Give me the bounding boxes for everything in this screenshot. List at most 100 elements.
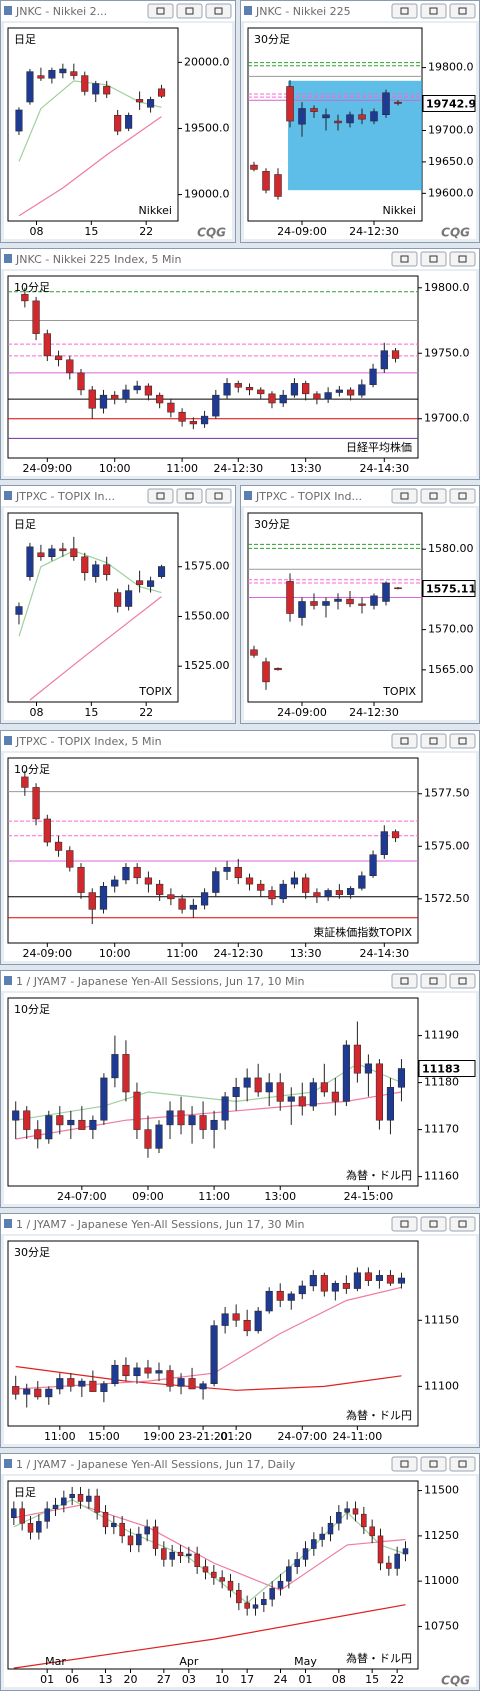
price-tag-label: 11183 — [422, 1063, 460, 1076]
minimize-glyph — [400, 255, 409, 263]
close-button[interactable] — [205, 3, 232, 19]
maximize-button[interactable] — [420, 973, 447, 989]
candle-body — [286, 581, 294, 614]
close-button[interactable] — [449, 251, 476, 267]
candle-body — [223, 867, 231, 872]
y-tick-label: 1565.00 — [428, 663, 474, 676]
candle-body — [199, 1383, 207, 1390]
candle-body — [257, 389, 265, 395]
y-tick-label: 11190 — [424, 1029, 459, 1042]
candle-body — [346, 598, 354, 605]
close-button[interactable] — [449, 973, 476, 989]
candle-body — [369, 1526, 375, 1537]
title-bar — [1, 1214, 479, 1234]
close-glyph — [458, 492, 467, 500]
y-tick-label: 1575.00 — [424, 839, 470, 852]
window-title: JNKC - Nikkei 225 — [255, 5, 351, 18]
candle-body — [298, 1285, 306, 1295]
candle-body — [210, 1119, 218, 1130]
close-glyph — [458, 737, 467, 745]
candle-body — [352, 1508, 359, 1515]
candle-body — [380, 350, 388, 370]
watermark: 為替・ドル円 — [346, 1651, 412, 1665]
minimize-glyph — [400, 1220, 409, 1228]
candle-body — [221, 1313, 229, 1326]
candle-body — [23, 1388, 31, 1395]
close-button[interactable] — [449, 1216, 476, 1232]
candle-body — [210, 1325, 218, 1384]
candle-body — [36, 1521, 42, 1533]
candle-body — [243, 1077, 251, 1088]
close-button[interactable] — [205, 488, 232, 504]
close-button[interactable] — [449, 1456, 476, 1472]
maximize-button[interactable] — [420, 488, 447, 504]
plot-area — [7, 997, 419, 1187]
candle-body — [111, 1364, 119, 1384]
minimize-button[interactable] — [391, 3, 418, 19]
maximize-button[interactable] — [420, 3, 447, 19]
minimize-button[interactable] — [391, 251, 418, 267]
close-glyph — [214, 7, 223, 15]
maximize-button[interactable] — [420, 1216, 447, 1232]
close-button[interactable] — [449, 488, 476, 504]
candle-body — [358, 603, 366, 606]
window-icon — [4, 976, 12, 985]
maximize-button[interactable] — [176, 488, 203, 504]
x-tick-label: 03 — [182, 1673, 196, 1686]
candle-body — [313, 393, 321, 400]
maximize-button[interactable] — [420, 733, 447, 749]
candle-body — [77, 372, 85, 391]
candle-body — [89, 1380, 97, 1392]
chart-label: 10分足 — [14, 1003, 50, 1016]
x-tick-label: 08 — [332, 1673, 346, 1686]
plot-area — [7, 275, 419, 459]
maximize-button[interactable] — [420, 1456, 447, 1472]
candle-body — [155, 1124, 163, 1149]
minimize-button[interactable] — [147, 3, 174, 19]
close-glyph — [458, 977, 467, 985]
candle-body — [310, 108, 318, 112]
candle-body — [111, 1054, 119, 1079]
shaded-range — [288, 80, 422, 191]
x-tick-label: 23-21:20 — [178, 1430, 228, 1443]
close-button[interactable] — [449, 3, 476, 19]
minimize-button[interactable] — [391, 1216, 418, 1232]
candle-body — [364, 1063, 372, 1074]
maximize-button[interactable] — [176, 3, 203, 19]
minimize-button[interactable] — [391, 973, 418, 989]
x-tick-label: 11:00 — [166, 462, 198, 475]
y-tick-label: 11250 — [424, 1529, 459, 1542]
candle-body — [334, 598, 342, 602]
candle-body — [161, 1548, 167, 1560]
candle-body — [286, 1566, 292, 1582]
y-tick-label: 1525.00 — [184, 659, 230, 672]
x-tick-label: 24 — [274, 1673, 288, 1686]
candle-body — [77, 1493, 84, 1502]
candle-body — [279, 394, 287, 404]
close-button[interactable] — [449, 733, 476, 749]
chart-label: 日足 — [14, 1486, 36, 1499]
candle-body — [309, 1275, 317, 1287]
candle-body — [261, 1599, 267, 1605]
window-icon — [4, 1219, 12, 1228]
candle-body — [370, 111, 378, 122]
candle-body — [361, 1513, 367, 1528]
candle-body — [391, 831, 400, 839]
minimize-button[interactable] — [147, 488, 174, 504]
candle-body — [186, 1553, 192, 1557]
candle-body — [346, 888, 355, 895]
x-tick-label: 06 — [65, 1673, 79, 1686]
x-tick-label: 15 — [365, 1673, 379, 1686]
minimize-button[interactable] — [391, 1456, 418, 1472]
minimize-button[interactable] — [391, 733, 418, 749]
candle-body — [66, 850, 74, 868]
candle-body — [37, 552, 45, 558]
window-title: 1 / JYAM7 - Japanese Yen-All Sessions, J… — [16, 1458, 296, 1471]
watermark: Nikkei — [139, 204, 172, 217]
maximize-button[interactable] — [420, 251, 447, 267]
minimize-button[interactable] — [391, 488, 418, 504]
y-tick-label: 11500 — [424, 1484, 459, 1497]
candle-body — [189, 421, 197, 425]
candle-body — [327, 1522, 334, 1535]
